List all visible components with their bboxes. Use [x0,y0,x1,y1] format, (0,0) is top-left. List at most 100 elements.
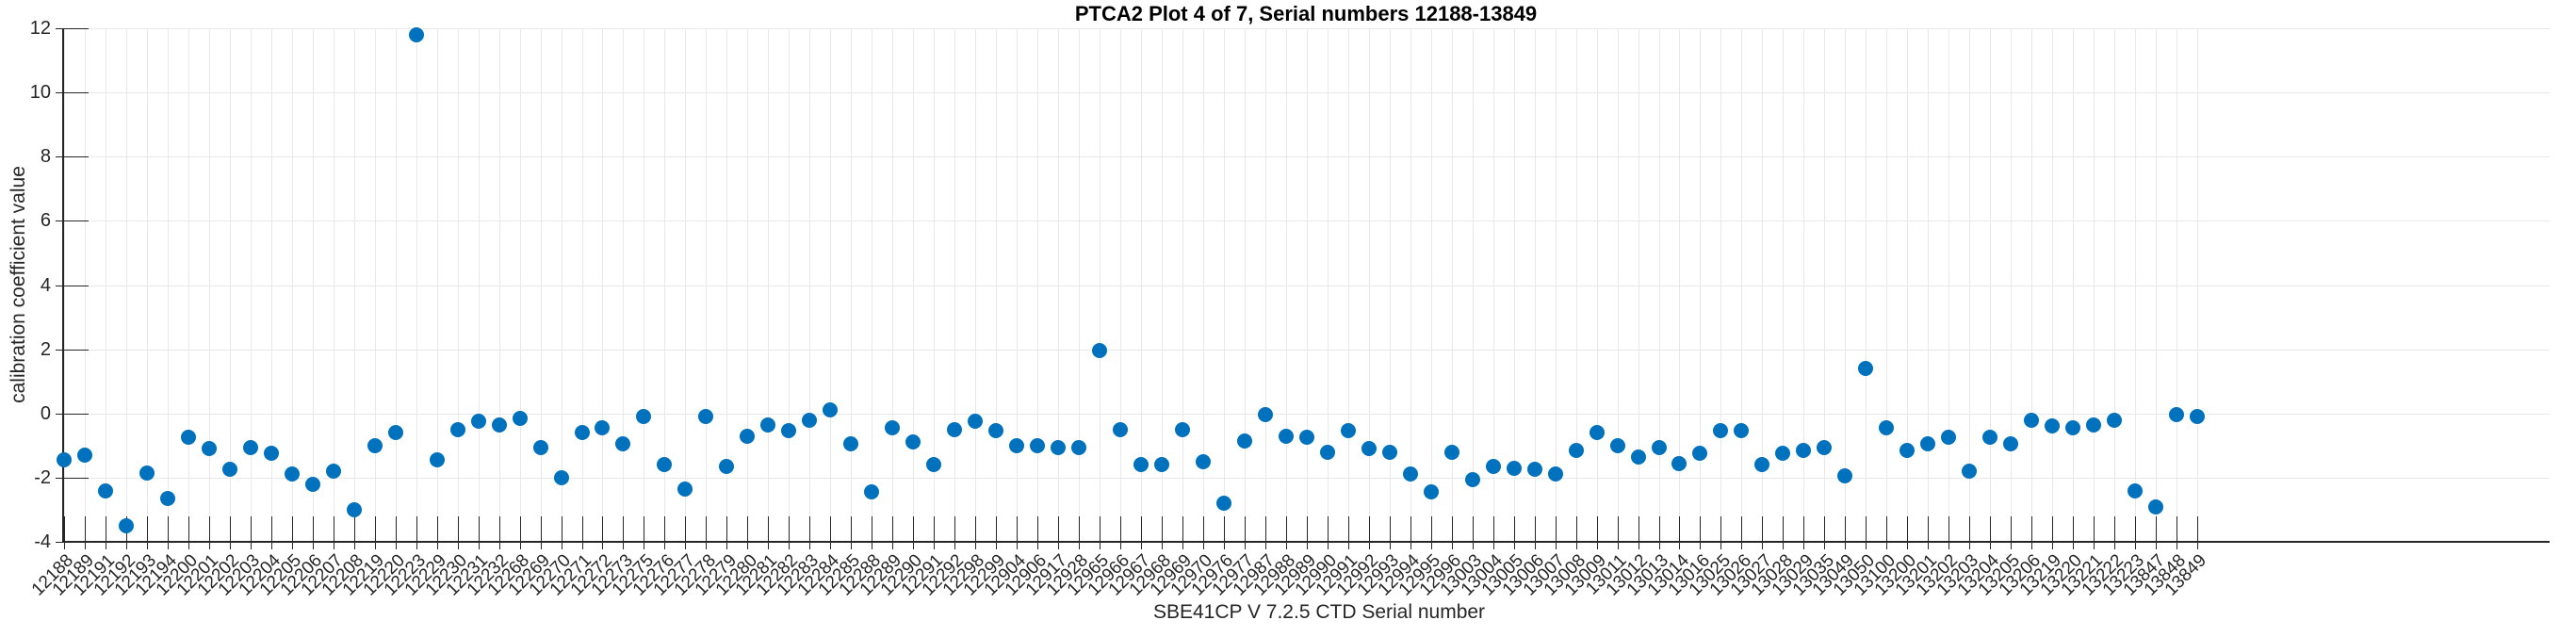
v-gridline [1679,28,1681,542]
x-tick [84,542,86,549]
chart-title: PTCA2 Plot 4 of 7, Serial numbers 12188-… [1074,2,1538,25]
y-tick [56,28,63,29]
x-tick [1845,516,1847,542]
x-tick [1866,542,1867,549]
data-point [512,410,528,426]
data-point [1485,458,1501,474]
data-point [180,430,196,446]
x-tick [457,516,459,542]
x-axis-label: SBE41CP V 7.2.5 CTD Serial number [1152,601,1486,623]
data-point [760,416,776,433]
x-tick [1700,542,1702,549]
x-tick [125,542,127,549]
x-tick [498,516,500,542]
data-point [1692,446,1708,462]
y-tick-label: 2 [40,338,51,360]
x-tick [270,542,272,549]
x-tick [167,516,169,542]
h-gridline [63,413,2550,415]
x-tick [996,516,998,542]
v-gridline [1202,28,1204,542]
y-tick [63,28,89,29]
v-gridline [1513,28,1515,542]
v-gridline [1783,28,1785,542]
v-gridline [2156,28,2158,542]
x-tick [1617,516,1619,542]
x-tick [2031,516,2033,542]
v-gridline [768,28,770,542]
x-tick [1430,516,1432,542]
data-point [2003,436,2019,452]
x-tick [1120,516,1121,542]
data-point [139,465,155,481]
x-tick [2094,542,2095,549]
x-tick [374,542,376,549]
v-gridline [1100,28,1101,542]
x-tick [1969,516,1971,542]
x-tick [374,516,376,542]
x-tick [1803,542,1805,549]
v-gridline [540,28,542,542]
v-gridline [1223,28,1225,542]
v-gridline [208,28,210,542]
v-gridline [2094,28,2095,542]
x-tick [457,542,459,549]
x-tick [2114,542,2116,549]
x-tick [1306,542,1308,549]
y-tick [56,156,63,158]
v-gridline [395,28,397,542]
data-point [1298,430,1314,446]
data-point [968,414,984,430]
x-tick [602,516,604,542]
data-point [1174,421,1190,437]
data-point [1609,437,1625,453]
x-tick [726,542,728,549]
data-point [470,414,486,430]
v-gridline [167,28,169,542]
v-gridline [291,28,293,542]
x-tick [1948,516,1950,542]
data-point [1734,423,1750,439]
x-tick [1928,516,1930,542]
x-tick [312,516,314,542]
v-gridline [602,28,604,542]
x-tick [2073,516,2075,542]
data-point [1962,464,1978,480]
v-gridline [1430,28,1432,542]
x-tick [353,516,355,542]
x-tick [1140,516,1142,542]
x-tick [229,542,231,549]
x-tick [2052,542,2054,549]
data-point [2086,416,2102,433]
x-tick [478,542,480,549]
data-point [719,458,735,474]
data-point [636,409,652,425]
x-tick [2135,542,2137,549]
data-point [1982,430,1998,446]
v-gridline [312,28,314,542]
x-tick [312,542,314,549]
x-tick [1658,516,1660,542]
x-tick [768,542,770,549]
x-tick [1492,516,1494,542]
data-point [346,501,362,517]
v-gridline [1762,28,1764,542]
x-tick [1886,542,1888,549]
x-tick [519,542,521,549]
x-tick [2073,542,2075,549]
v-gridline [975,28,977,542]
v-gridline [1410,28,1411,542]
h-gridline [63,477,2550,479]
data-point [201,441,217,457]
x-tick [1741,516,1743,542]
x-tick [64,516,65,542]
v-gridline [1928,28,1930,542]
y-tick [56,220,63,222]
v-gridline [1079,28,1081,542]
v-gridline [685,28,687,542]
data-point [387,425,403,441]
x-tick [84,516,86,542]
data-point [740,428,756,444]
x-tick [208,542,210,549]
x-tick [975,516,977,542]
